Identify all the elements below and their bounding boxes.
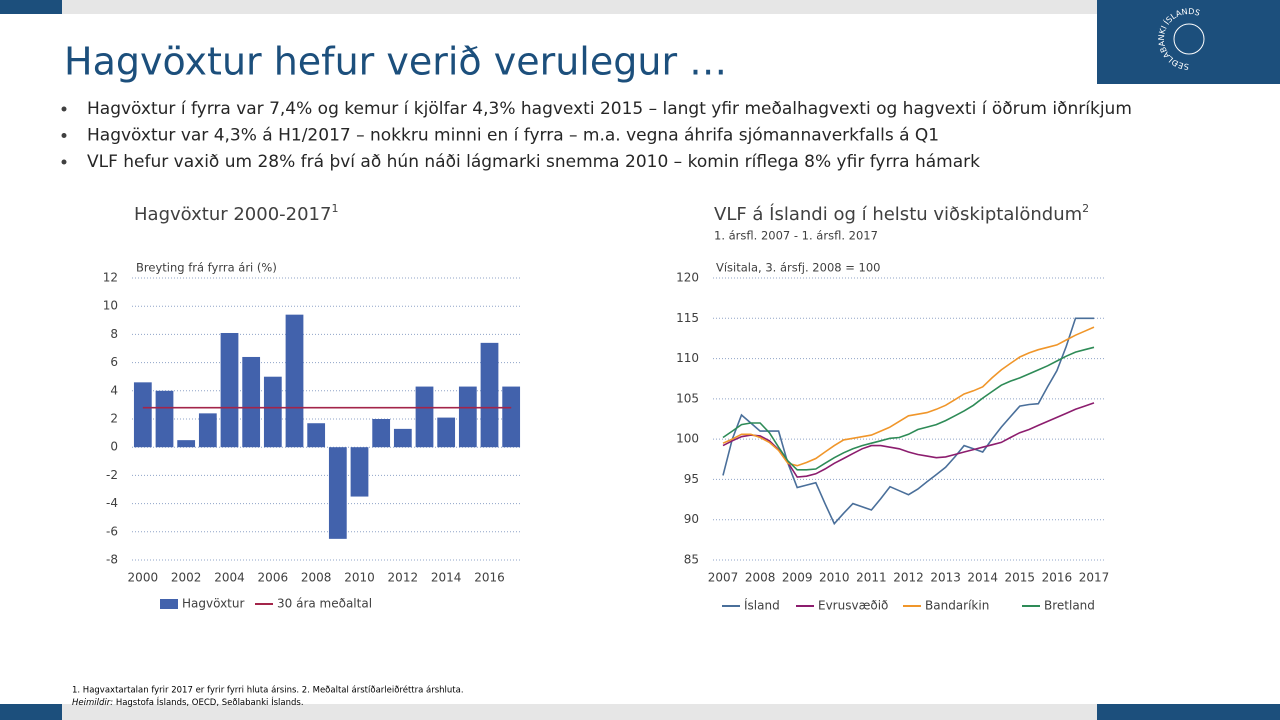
x-tick-label: 2006 bbox=[258, 571, 289, 585]
logo-box bbox=[1097, 0, 1280, 84]
y-tick-label: 4 bbox=[110, 383, 118, 397]
corner-bar bbox=[0, 704, 62, 720]
y-tick-label: 2 bbox=[110, 412, 118, 426]
bar bbox=[263, 376, 282, 448]
x-tick-label: 2012 bbox=[893, 571, 924, 585]
sources-label: Heimildir: bbox=[72, 698, 113, 708]
y-tick-label: -2 bbox=[106, 468, 118, 482]
bar bbox=[155, 390, 174, 448]
x-tick-label: 2008 bbox=[745, 571, 776, 585]
bar bbox=[220, 332, 239, 448]
corner-bar bbox=[1097, 704, 1280, 720]
x-tick-label: 2008 bbox=[301, 571, 332, 585]
y-tick-label: 6 bbox=[110, 355, 118, 369]
bar bbox=[415, 386, 434, 448]
bar bbox=[372, 419, 391, 448]
slide-title: Hagvöxtur hefur verið verulegur … bbox=[64, 40, 727, 84]
bullet-text: VLF hefur vaxið um 28% frá því að hún ná… bbox=[87, 152, 980, 172]
bar bbox=[307, 423, 326, 448]
y-axis-label: Vísitala, 3. ársfj. 2008 = 100 bbox=[716, 261, 880, 275]
bar bbox=[458, 386, 477, 448]
x-tick-label: 2007 bbox=[708, 571, 739, 585]
x-tick-label: 2004 bbox=[214, 571, 245, 585]
series-line bbox=[722, 317, 1094, 526]
y-tick-label: -4 bbox=[106, 496, 118, 510]
x-tick-label: 2000 bbox=[128, 571, 159, 585]
x-tick-label: 2002 bbox=[171, 571, 202, 585]
y-tick-label: 10 bbox=[103, 299, 118, 313]
x-tick-label: 2013 bbox=[930, 571, 961, 585]
bar bbox=[133, 382, 152, 448]
bottom-bar bbox=[62, 704, 1097, 720]
chart-title: Hagvöxtur 2000-20171 bbox=[134, 202, 338, 225]
bullet-dot bbox=[61, 106, 67, 112]
legend-label: Bandaríkin bbox=[925, 599, 989, 613]
y-tick-label: 115 bbox=[676, 311, 699, 325]
y-tick-label: 85 bbox=[684, 553, 699, 567]
bar bbox=[198, 413, 217, 448]
y-tick-label: 0 bbox=[110, 440, 118, 454]
bullet-text: Hagvöxtur var 4,3% á H1/2017 – nokkru mi… bbox=[87, 126, 939, 146]
bar bbox=[502, 386, 521, 448]
x-tick-label: 2010 bbox=[819, 571, 850, 585]
bar bbox=[177, 440, 196, 448]
y-tick-label: 120 bbox=[676, 271, 699, 285]
chart-subtitle: 1. ársfl. 2007 - 1. ársfl. 2017 bbox=[714, 229, 878, 243]
top-bar bbox=[62, 0, 1097, 14]
y-tick-label: 95 bbox=[684, 472, 699, 486]
series-line bbox=[722, 346, 1095, 471]
logo-emblem bbox=[1173, 23, 1205, 55]
legend-label: Ísland bbox=[744, 598, 780, 613]
bar bbox=[242, 356, 261, 448]
x-tick-label: 2014 bbox=[431, 571, 462, 585]
legend-label: Evrusvæðið bbox=[818, 599, 888, 613]
footnote: 1. Hagvaxtartalan fyrir 2017 er fyrir fy… bbox=[72, 685, 464, 696]
bar bbox=[328, 447, 347, 539]
sources-text: Hagstofa Íslands, OECD, Seðlabanki Íslan… bbox=[116, 696, 304, 708]
bullet-dot bbox=[61, 159, 67, 165]
bullet-text: Hagvöxtur í fyrra var 7,4% og kemur í kj… bbox=[87, 99, 1132, 119]
x-tick-label: 2014 bbox=[967, 571, 998, 585]
y-tick-label: -6 bbox=[106, 524, 118, 538]
sources: Heimildir: Hagstofa Íslands, OECD, Seðla… bbox=[72, 696, 304, 708]
x-tick-label: 2016 bbox=[1042, 571, 1073, 585]
chart-title-text: Hagvöxtur 2000-2017 bbox=[134, 204, 331, 225]
legend-swatch bbox=[160, 599, 178, 609]
x-tick-label: 2011 bbox=[856, 571, 887, 585]
bar bbox=[437, 417, 456, 448]
y-tick-label: 8 bbox=[110, 327, 118, 341]
x-tick-label: 2016 bbox=[474, 571, 505, 585]
chart-title: VLF á Íslandi og í helstu viðskiptalöndu… bbox=[714, 202, 1089, 225]
bar bbox=[480, 342, 499, 448]
x-tick-label: 2009 bbox=[782, 571, 813, 585]
y-tick-label: 105 bbox=[676, 391, 699, 405]
legend-label: 30 ára meðaltal bbox=[277, 597, 372, 611]
x-tick-label: 2012 bbox=[388, 571, 419, 585]
bar bbox=[350, 447, 369, 497]
legend-label: Bretland bbox=[1044, 599, 1095, 613]
bar bbox=[393, 428, 412, 448]
y-tick-label: -8 bbox=[106, 553, 118, 567]
y-tick-label: 90 bbox=[684, 512, 699, 526]
y-tick-label: 12 bbox=[103, 271, 118, 285]
chart-title-sup: 1 bbox=[331, 202, 338, 215]
legend-label: Hagvöxtur bbox=[182, 597, 244, 611]
x-tick-label: 2015 bbox=[1005, 571, 1036, 585]
bullet-dot bbox=[61, 133, 67, 138]
series-line bbox=[722, 326, 1095, 467]
series-line bbox=[722, 402, 1095, 478]
y-tick-label: 100 bbox=[676, 432, 699, 446]
y-tick-label: 110 bbox=[676, 351, 699, 365]
x-tick-label: 2010 bbox=[344, 571, 375, 585]
x-tick-label: 2017 bbox=[1079, 571, 1110, 585]
chart-title-text: VLF á Íslandi og í helstu viðskiptalöndu… bbox=[714, 203, 1082, 225]
corner-bar bbox=[0, 0, 62, 14]
bar bbox=[285, 314, 304, 448]
y-axis-label: Breyting frá fyrra ári (%) bbox=[136, 261, 277, 275]
chart-title-sup: 2 bbox=[1082, 202, 1089, 215]
